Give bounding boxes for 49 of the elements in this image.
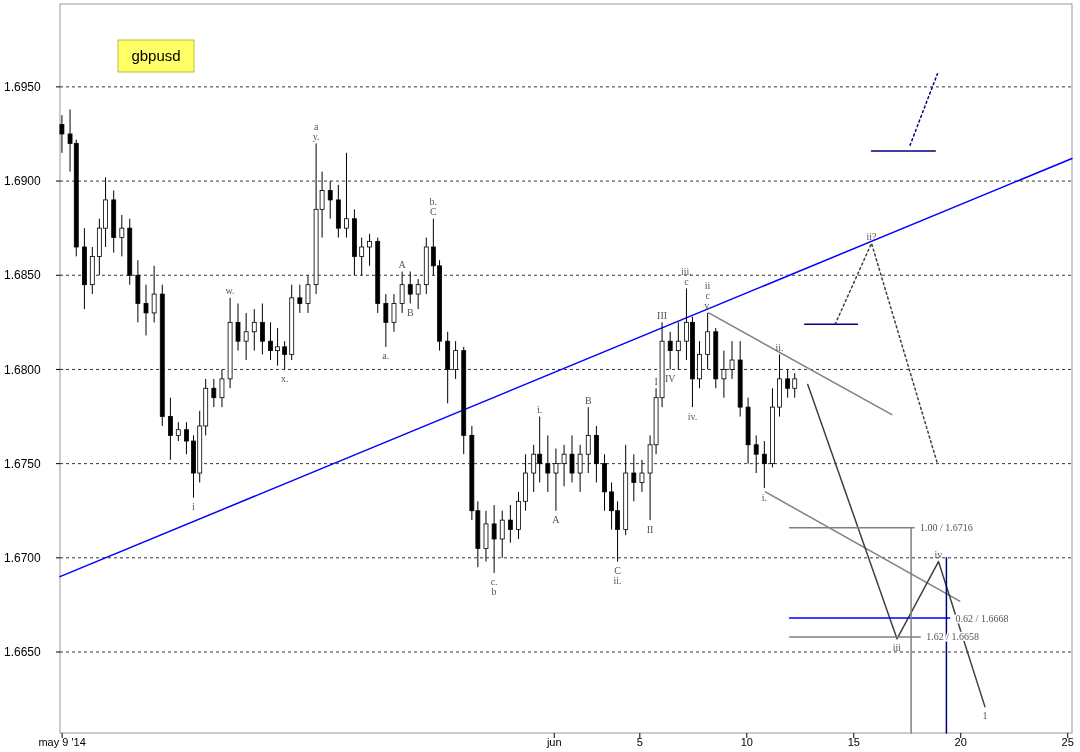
y-tick-label: 1.6650 xyxy=(4,645,42,660)
annotation: 1 xyxy=(982,710,988,722)
annotation: IV xyxy=(664,372,677,384)
y-tick-label: 1.6800 xyxy=(4,362,42,377)
x-tick-label: 5 xyxy=(636,736,643,748)
annotation: ii? xyxy=(866,230,878,242)
annotation: ii xyxy=(704,280,711,292)
annotation: c. xyxy=(490,576,498,588)
text: gbpusd xyxy=(131,47,181,65)
x-tick-label: 20 xyxy=(954,736,967,748)
annotation: iv xyxy=(934,549,943,561)
annotation: i xyxy=(192,501,196,513)
annotation: b xyxy=(491,586,497,598)
y-tick-label: 1.6750 xyxy=(4,456,42,471)
annotation: A xyxy=(398,258,407,270)
annotation: II xyxy=(646,523,654,535)
annotation: iii xyxy=(892,642,902,654)
annotation: A xyxy=(552,514,561,526)
annotation: v. xyxy=(704,300,712,312)
annotation: c xyxy=(684,275,690,287)
y-tick-label: 1.6700 xyxy=(4,551,42,566)
x-tick-label: jun xyxy=(545,736,562,748)
annotation: ii. xyxy=(775,341,784,353)
annotation: c xyxy=(705,290,711,302)
annotation: ii. xyxy=(613,575,622,587)
annotation: I xyxy=(654,375,658,387)
annotation: w. xyxy=(225,285,235,297)
y-tick-label: 1.6950 xyxy=(4,80,42,95)
annotation: III xyxy=(657,309,668,321)
annotation: iv. xyxy=(687,410,698,422)
annotation: C xyxy=(430,206,438,218)
annotation: 1.00 / 1.6716 xyxy=(920,522,973,534)
x-tick-label: 15 xyxy=(847,736,860,748)
annotation: C xyxy=(614,565,622,577)
annotation: y. xyxy=(312,130,320,142)
x-tick-label: 10 xyxy=(740,736,753,748)
annotation: i. xyxy=(537,404,543,416)
annotation: iii. xyxy=(681,265,692,277)
annotation: B xyxy=(584,394,592,406)
y-tick-label: 1.6900 xyxy=(4,174,42,189)
x-tick-label: may 9 '14 xyxy=(38,736,86,748)
x-tick-label: 25 xyxy=(1061,736,1074,748)
annotation: a. xyxy=(382,350,390,362)
annotation: B xyxy=(406,307,414,319)
annotation: i. xyxy=(761,491,767,503)
y-tick-label: 1.6850 xyxy=(4,268,42,283)
annotation: b. xyxy=(429,196,438,208)
annotation: x. xyxy=(280,372,289,384)
annotation: a xyxy=(313,120,319,132)
